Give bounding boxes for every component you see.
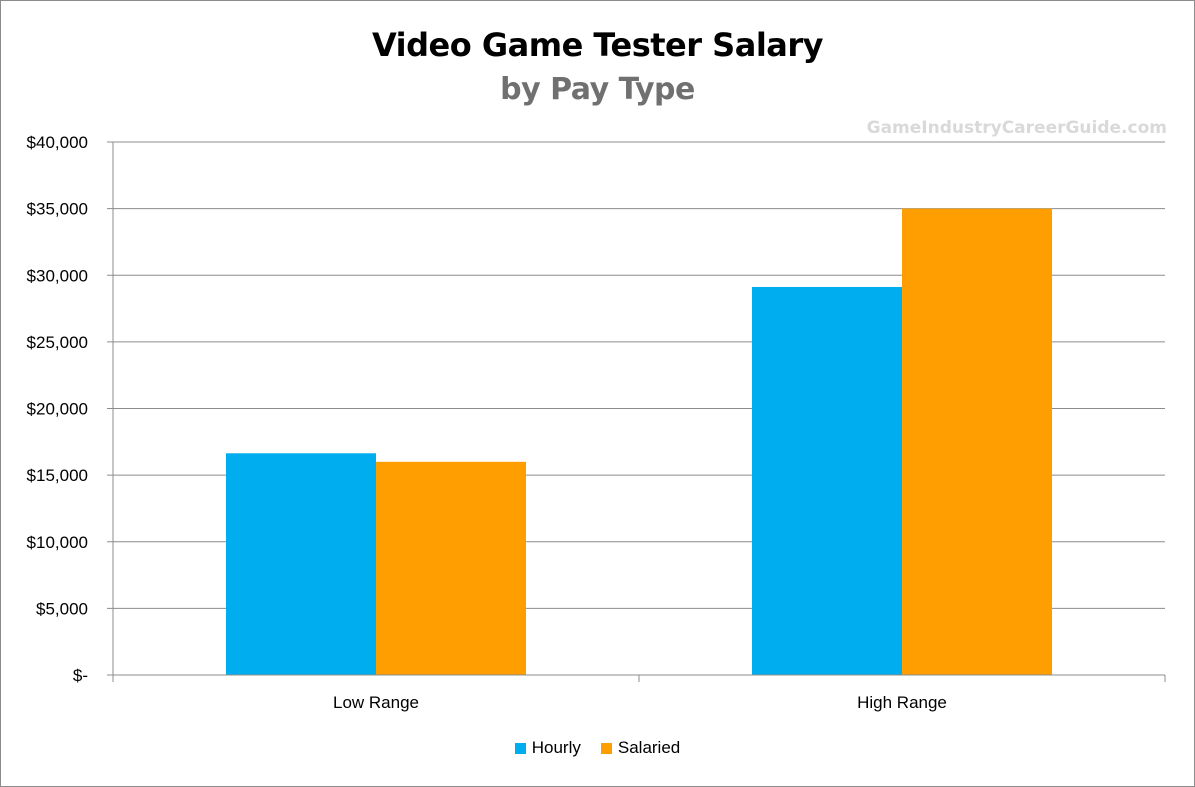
legend-item-hourly: Hourly [514,738,581,758]
watermark: GameIndustryCareerGuide.com [866,118,1167,138]
y-tick-label: $10,000 [27,533,88,552]
x-tick-label: Low Range [333,693,419,712]
y-tick-label: $20,000 [27,400,88,419]
legend-swatch-hourly [514,742,526,754]
axes [107,141,1166,682]
y-tick-label: $- [73,666,88,685]
legend-swatch-salaried [600,742,612,754]
y-tick-label: $40,000 [27,133,88,152]
y-tick-label: $30,000 [27,266,88,285]
chart-title: Video Game Tester Salary [371,26,824,64]
chart-subtitle: by Pay Type [500,72,695,107]
bar-hourly-low-range [226,453,376,675]
x-tick-label: High Range [857,693,947,712]
bar-salaried-low-range [376,461,526,675]
y-tick-label: $35,000 [27,200,88,219]
y-tick-label: $25,000 [27,333,88,352]
bar-hourly-high-range [752,286,902,675]
legend-item-salaried: Salaried [600,738,681,758]
legend: Hourly Salaried [0,738,1195,758]
y-tick-labels: $- $5,000 $10,000 $15,000 $20,000 $25,000 $30,… [27,133,88,685]
y-tick-label: $15,000 [27,466,88,485]
y-tick-label: $5,000 [36,599,88,618]
legend-label-salaried: Salaried [617,738,681,757]
x-tick-labels: Low Range High Range [333,693,947,712]
bars [226,208,1052,675]
legend-label-hourly: Hourly [531,738,581,757]
bar-salaried-high-range [902,208,1052,675]
